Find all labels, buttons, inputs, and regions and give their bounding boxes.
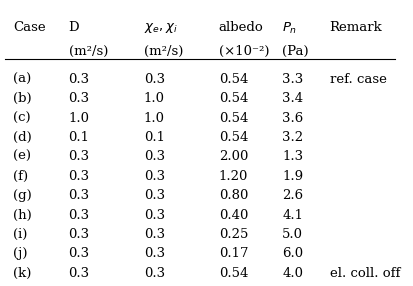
Text: 0.3: 0.3 xyxy=(143,208,164,222)
Text: (m²/s): (m²/s) xyxy=(69,45,108,58)
Text: 6.0: 6.0 xyxy=(281,247,302,260)
Text: (a): (a) xyxy=(13,73,31,86)
Text: 0.25: 0.25 xyxy=(218,228,248,241)
Text: 0.3: 0.3 xyxy=(143,73,164,86)
Text: ref. case: ref. case xyxy=(329,73,385,86)
Text: 0.3: 0.3 xyxy=(143,170,164,183)
Text: (Pa): (Pa) xyxy=(281,45,308,58)
Text: D: D xyxy=(69,21,79,34)
Text: 3.3: 3.3 xyxy=(281,73,303,86)
Text: 1.9: 1.9 xyxy=(281,170,302,183)
Text: (g): (g) xyxy=(13,189,32,202)
Text: 0.3: 0.3 xyxy=(69,73,90,86)
Text: 0.40: 0.40 xyxy=(218,208,248,222)
Text: (j): (j) xyxy=(13,247,28,260)
Text: el. coll. off: el. coll. off xyxy=(329,267,399,280)
Text: $P_n$: $P_n$ xyxy=(281,21,297,36)
Text: 0.1: 0.1 xyxy=(69,131,89,144)
Text: 0.54: 0.54 xyxy=(218,267,248,280)
Text: 1.3: 1.3 xyxy=(281,150,302,163)
Text: 0.54: 0.54 xyxy=(218,92,248,105)
Text: 0.3: 0.3 xyxy=(69,208,90,222)
Text: (d): (d) xyxy=(13,131,32,144)
Text: albedo: albedo xyxy=(218,21,263,34)
Text: (h): (h) xyxy=(13,208,32,222)
Text: 3.6: 3.6 xyxy=(281,112,303,125)
Text: 1.0: 1.0 xyxy=(143,92,164,105)
Text: 0.54: 0.54 xyxy=(218,112,248,125)
Text: 2.6: 2.6 xyxy=(281,189,302,202)
Text: 0.3: 0.3 xyxy=(69,228,90,241)
Text: 0.3: 0.3 xyxy=(69,150,90,163)
Text: 5.0: 5.0 xyxy=(281,228,302,241)
Text: 0.3: 0.3 xyxy=(69,247,90,260)
Text: 4.0: 4.0 xyxy=(281,267,302,280)
Text: (e): (e) xyxy=(13,150,31,163)
Text: 0.3: 0.3 xyxy=(143,189,164,202)
Text: 0.17: 0.17 xyxy=(218,247,248,260)
Text: 1.0: 1.0 xyxy=(69,112,89,125)
Text: 0.3: 0.3 xyxy=(143,150,164,163)
Text: 2.00: 2.00 xyxy=(218,150,248,163)
Text: (i): (i) xyxy=(13,228,28,241)
Text: 0.3: 0.3 xyxy=(69,170,90,183)
Text: (m²/s): (m²/s) xyxy=(143,45,183,58)
Text: 0.3: 0.3 xyxy=(69,189,90,202)
Text: 0.3: 0.3 xyxy=(69,267,90,280)
Text: 0.1: 0.1 xyxy=(143,131,164,144)
Text: 1.20: 1.20 xyxy=(218,170,248,183)
Text: 0.3: 0.3 xyxy=(143,267,164,280)
Text: 0.54: 0.54 xyxy=(218,131,248,144)
Text: 3.2: 3.2 xyxy=(281,131,302,144)
Text: 1.0: 1.0 xyxy=(143,112,164,125)
Text: 4.1: 4.1 xyxy=(281,208,302,222)
Text: Remark: Remark xyxy=(329,21,381,34)
Text: (×10⁻²): (×10⁻²) xyxy=(218,45,269,58)
Text: Case: Case xyxy=(13,21,46,34)
Text: (k): (k) xyxy=(13,267,31,280)
Text: 3.4: 3.4 xyxy=(281,92,302,105)
Text: 0.3: 0.3 xyxy=(143,247,164,260)
Text: (c): (c) xyxy=(13,112,31,125)
Text: 0.80: 0.80 xyxy=(218,189,248,202)
Text: 0.3: 0.3 xyxy=(69,92,90,105)
Text: (f): (f) xyxy=(13,170,28,183)
Text: 0.3: 0.3 xyxy=(143,228,164,241)
Text: 0.54: 0.54 xyxy=(218,73,248,86)
Text: $\chi_e, \chi_i$: $\chi_e, \chi_i$ xyxy=(143,21,177,35)
Text: (b): (b) xyxy=(13,92,32,105)
